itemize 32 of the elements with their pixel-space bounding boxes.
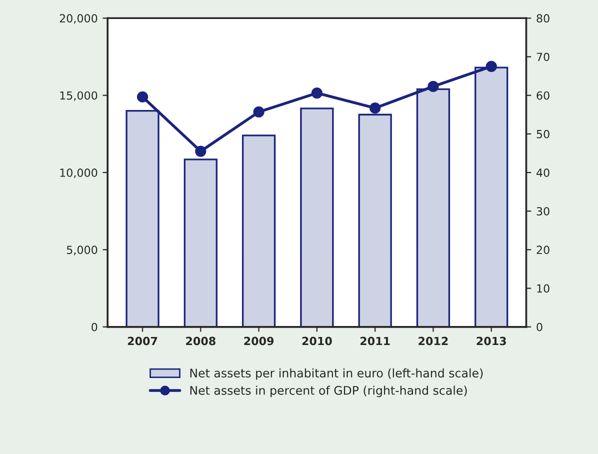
x-tick-label: 2008 [186, 336, 216, 346]
x-tick-label: 2011 [360, 336, 390, 346]
x-tick-label: 2009 [244, 336, 274, 346]
y2-tick-label: 20 [536, 246, 550, 254]
y2-tick-label: 70 [536, 52, 550, 62]
y-tick-label: 10,000 [60, 168, 98, 178]
y2-tick-label: 80 [536, 14, 550, 23]
y2-tick-label: 10 [537, 284, 550, 293]
y2-tick-label: 50 [536, 130, 550, 138]
point [311, 87, 322, 99]
y2-tick-label: 0 [536, 322, 542, 332]
y-tick-label: 20,000 [60, 14, 98, 24]
y2-tick-label: 30 [536, 207, 550, 216]
point [195, 146, 206, 157]
y2-tick-label: 40 [536, 168, 550, 177]
y2-tick-label: 60 [536, 91, 550, 100]
legend-label: Net assets in percent of GDP (right-hand scale) [190, 386, 467, 398]
y-tick-label: 5,000 [66, 246, 98, 256]
bar [242, 134, 276, 327]
point [370, 102, 381, 114]
x-tick-label: 2007 [128, 336, 158, 346]
legend-label: Net assets per inhabitant in euro (left-hand scale) [190, 368, 483, 380]
x-tick-label: 2013 [476, 336, 506, 346]
y-tick-label: 15,000 [60, 91, 98, 101]
point [253, 106, 264, 118]
y-tick-label: 0 [92, 322, 98, 332]
bar [300, 108, 334, 327]
point [136, 91, 148, 102]
point [428, 80, 439, 92]
x-tick-label: 2010 [302, 336, 332, 346]
x-tick-label: 2012 [418, 336, 448, 346]
point [486, 60, 497, 72]
